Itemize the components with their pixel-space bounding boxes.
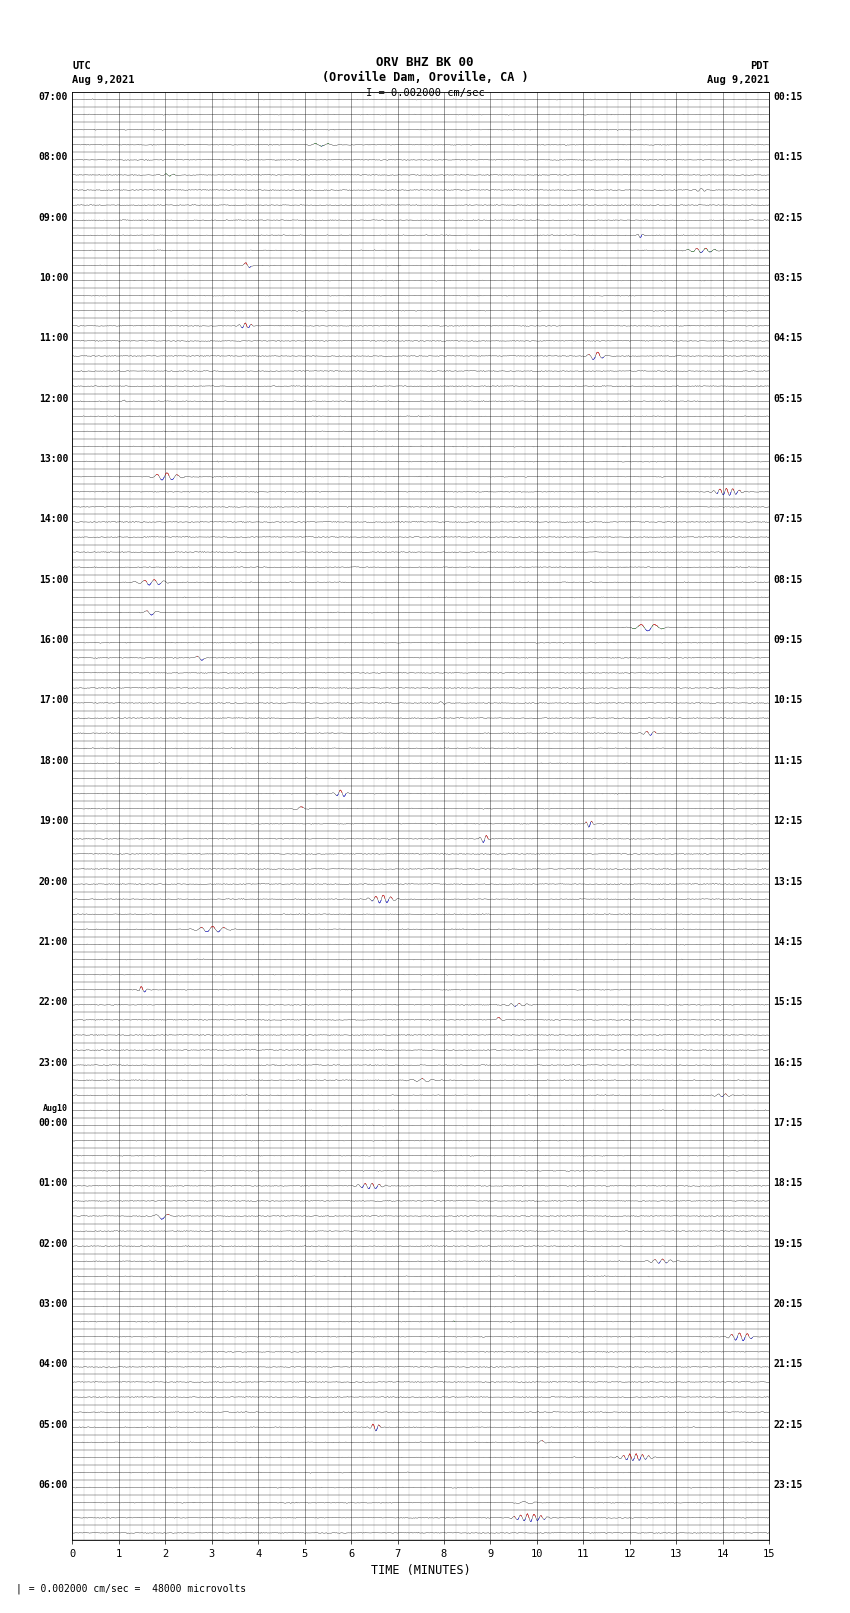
Text: 00:15: 00:15 [774, 92, 803, 102]
Text: 03:15: 03:15 [774, 273, 803, 282]
Text: 22:15: 22:15 [774, 1419, 803, 1429]
Text: 16:00: 16:00 [38, 636, 68, 645]
Text: 16:15: 16:15 [774, 1058, 803, 1068]
Text: 15:15: 15:15 [774, 997, 803, 1007]
X-axis label: TIME (MINUTES): TIME (MINUTES) [371, 1563, 471, 1576]
Text: 07:00: 07:00 [38, 92, 68, 102]
Text: 19:15: 19:15 [774, 1239, 803, 1248]
Text: 01:00: 01:00 [38, 1177, 68, 1189]
Text: UTC: UTC [72, 61, 91, 71]
Text: 08:15: 08:15 [774, 574, 803, 586]
Text: 21:15: 21:15 [774, 1360, 803, 1369]
Text: 22:00: 22:00 [38, 997, 68, 1007]
Text: 02:00: 02:00 [38, 1239, 68, 1248]
Text: 00:00: 00:00 [38, 1118, 68, 1127]
Text: 08:00: 08:00 [38, 152, 68, 163]
Text: 07:15: 07:15 [774, 515, 803, 524]
Text: 04:00: 04:00 [38, 1360, 68, 1369]
Text: 09:00: 09:00 [38, 213, 68, 223]
Text: 11:15: 11:15 [774, 756, 803, 766]
Text: 10:15: 10:15 [774, 695, 803, 705]
Text: 19:00: 19:00 [38, 816, 68, 826]
Text: 06:00: 06:00 [38, 1481, 68, 1490]
Text: 17:00: 17:00 [38, 695, 68, 705]
Text: 12:00: 12:00 [38, 394, 68, 403]
Text: 11:00: 11:00 [38, 334, 68, 344]
Text: 10:00: 10:00 [38, 273, 68, 282]
Text: 05:00: 05:00 [38, 1419, 68, 1429]
Text: (Oroville Dam, Oroville, CA ): (Oroville Dam, Oroville, CA ) [321, 71, 529, 84]
Text: 04:15: 04:15 [774, 334, 803, 344]
Text: 02:15: 02:15 [774, 213, 803, 223]
Text: 14:15: 14:15 [774, 937, 803, 947]
Text: 09:15: 09:15 [774, 636, 803, 645]
Text: 03:00: 03:00 [38, 1298, 68, 1310]
Text: Aug 9,2021: Aug 9,2021 [72, 76, 135, 85]
Text: 23:00: 23:00 [38, 1058, 68, 1068]
Text: 14:00: 14:00 [38, 515, 68, 524]
Text: 05:15: 05:15 [774, 394, 803, 403]
Text: 01:15: 01:15 [774, 152, 803, 163]
Text: Aug 9,2021: Aug 9,2021 [706, 76, 769, 85]
Text: 12:15: 12:15 [774, 816, 803, 826]
Text: Aug10: Aug10 [43, 1105, 68, 1113]
Text: = 0.002000 cm/sec =  48000 microvolts: = 0.002000 cm/sec = 48000 microvolts [17, 1584, 246, 1594]
Text: PDT: PDT [751, 61, 769, 71]
Text: 13:00: 13:00 [38, 455, 68, 465]
Text: 23:15: 23:15 [774, 1481, 803, 1490]
Text: I = 0.002000 cm/sec: I = 0.002000 cm/sec [366, 89, 484, 98]
Text: 20:00: 20:00 [38, 876, 68, 887]
Text: 18:15: 18:15 [774, 1177, 803, 1189]
Text: 15:00: 15:00 [38, 574, 68, 586]
Text: 20:15: 20:15 [774, 1298, 803, 1310]
Text: ORV BHZ BK 00: ORV BHZ BK 00 [377, 56, 473, 69]
Text: 13:15: 13:15 [774, 876, 803, 887]
Text: 06:15: 06:15 [774, 455, 803, 465]
Text: |: | [15, 1582, 21, 1594]
Text: 18:00: 18:00 [38, 756, 68, 766]
Text: 21:00: 21:00 [38, 937, 68, 947]
Text: 17:15: 17:15 [774, 1118, 803, 1127]
